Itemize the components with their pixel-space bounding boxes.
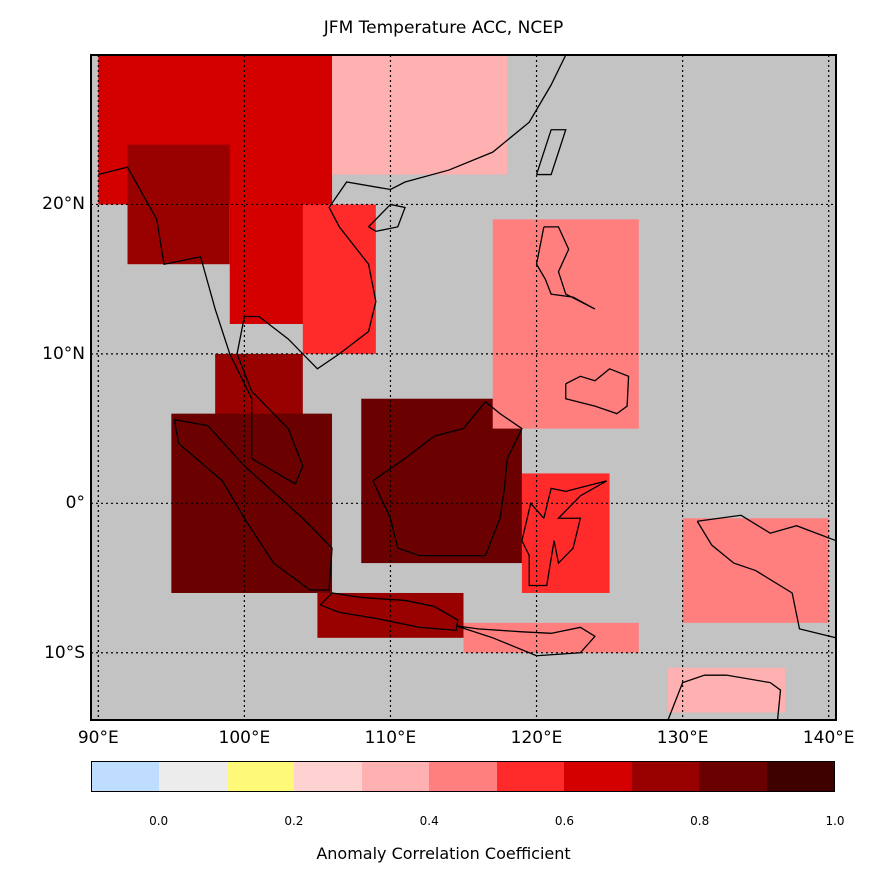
colorbar-tick-label: 0.2 <box>284 814 304 828</box>
acc-cell-north-australia <box>668 667 785 713</box>
acc-cell-nusa-tenggara <box>463 622 639 653</box>
graticule <box>91 55 836 720</box>
coastline-10 <box>535 129 567 176</box>
acc-cell-vietnam <box>302 204 376 354</box>
heatmap-cells <box>98 55 829 713</box>
coastlines <box>98 54 837 721</box>
acc-cell-south-china <box>332 55 508 175</box>
colorbar-swatch <box>159 762 227 791</box>
coastline-0 <box>98 54 567 485</box>
acc-cell-sulawesi <box>521 473 610 593</box>
lon-label: 120°E <box>510 728 563 748</box>
coastline-1 <box>173 418 333 591</box>
colorbar-swatch <box>429 762 497 791</box>
colorbar-tick-label: 1.0 <box>825 814 845 828</box>
colorbar-tick-label: 0.0 <box>149 814 169 828</box>
coastline-4 <box>521 480 607 587</box>
lat-label: 10°S <box>44 642 85 663</box>
lon-label: 100°E <box>218 728 271 748</box>
lat-label: 0° <box>65 493 85 514</box>
colorbar-swatch <box>766 762 834 791</box>
coastline-5 <box>535 226 596 310</box>
coastline-9 <box>667 674 782 721</box>
lat-label: 10°N <box>42 343 85 364</box>
map-title: JFM Temperature ACC, NCEP <box>323 18 564 38</box>
lat-label: 20°N <box>42 194 85 215</box>
colorbar-swatch <box>564 762 632 791</box>
colorbar-tick-label: 0.8 <box>690 814 710 828</box>
colorbar-swatch <box>699 762 767 791</box>
colorbar-label: Anomaly Correlation Coefficient <box>316 844 571 863</box>
colorbar-swatch <box>92 762 160 791</box>
colorbar-tick-label: 0.4 <box>419 814 439 828</box>
coastline-3 <box>319 592 459 632</box>
colorbar-swatch <box>226 762 295 791</box>
coastline-7 <box>696 514 837 639</box>
lon-label: 130°E <box>656 728 709 748</box>
coastline-6 <box>565 368 630 415</box>
lon-label: 110°E <box>364 728 417 748</box>
colorbar-swatch <box>361 762 430 791</box>
coastline-2 <box>372 400 523 557</box>
colorbar-swatch <box>294 762 362 791</box>
colorbar-swatch <box>631 762 700 791</box>
lon-label: 90°E <box>77 728 119 748</box>
coastline-8 <box>455 625 596 657</box>
colorbar <box>91 761 835 792</box>
colorbar-tick-label: 0.6 <box>554 814 574 828</box>
map-frame <box>90 54 837 721</box>
colorbar-swatch <box>496 762 565 791</box>
lon-label: 140°E <box>802 728 855 748</box>
coastline-11 <box>368 203 406 233</box>
